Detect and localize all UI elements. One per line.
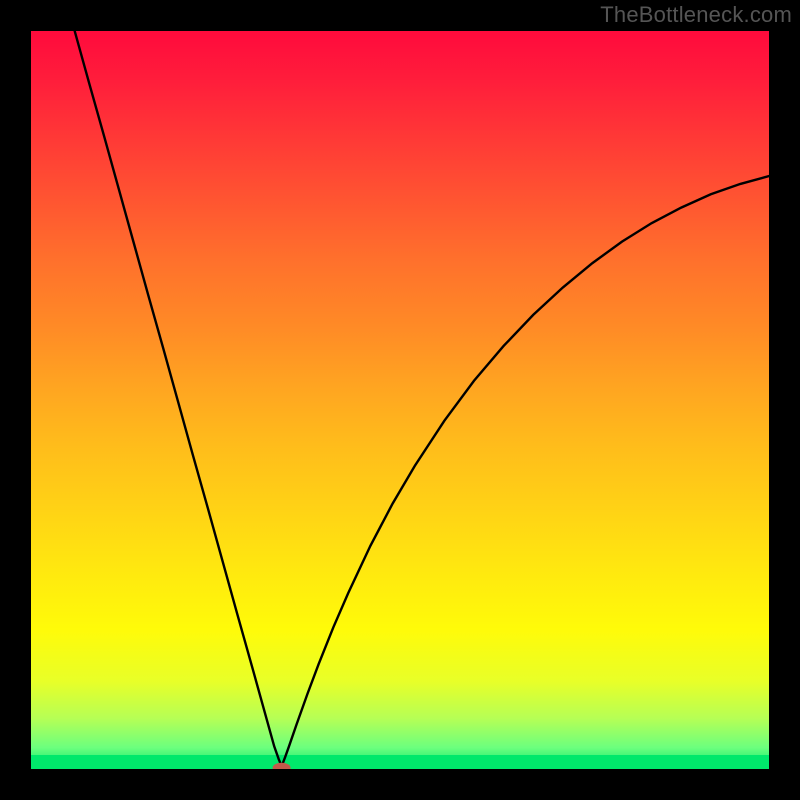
minimum-marker [273,763,291,773]
watermark-text: TheBottleneck.com [600,2,792,28]
baseline-band [30,755,770,770]
chart-svg [0,0,800,800]
chart-stage: TheBottleneck.com [0,0,800,800]
plot-background [30,30,770,770]
